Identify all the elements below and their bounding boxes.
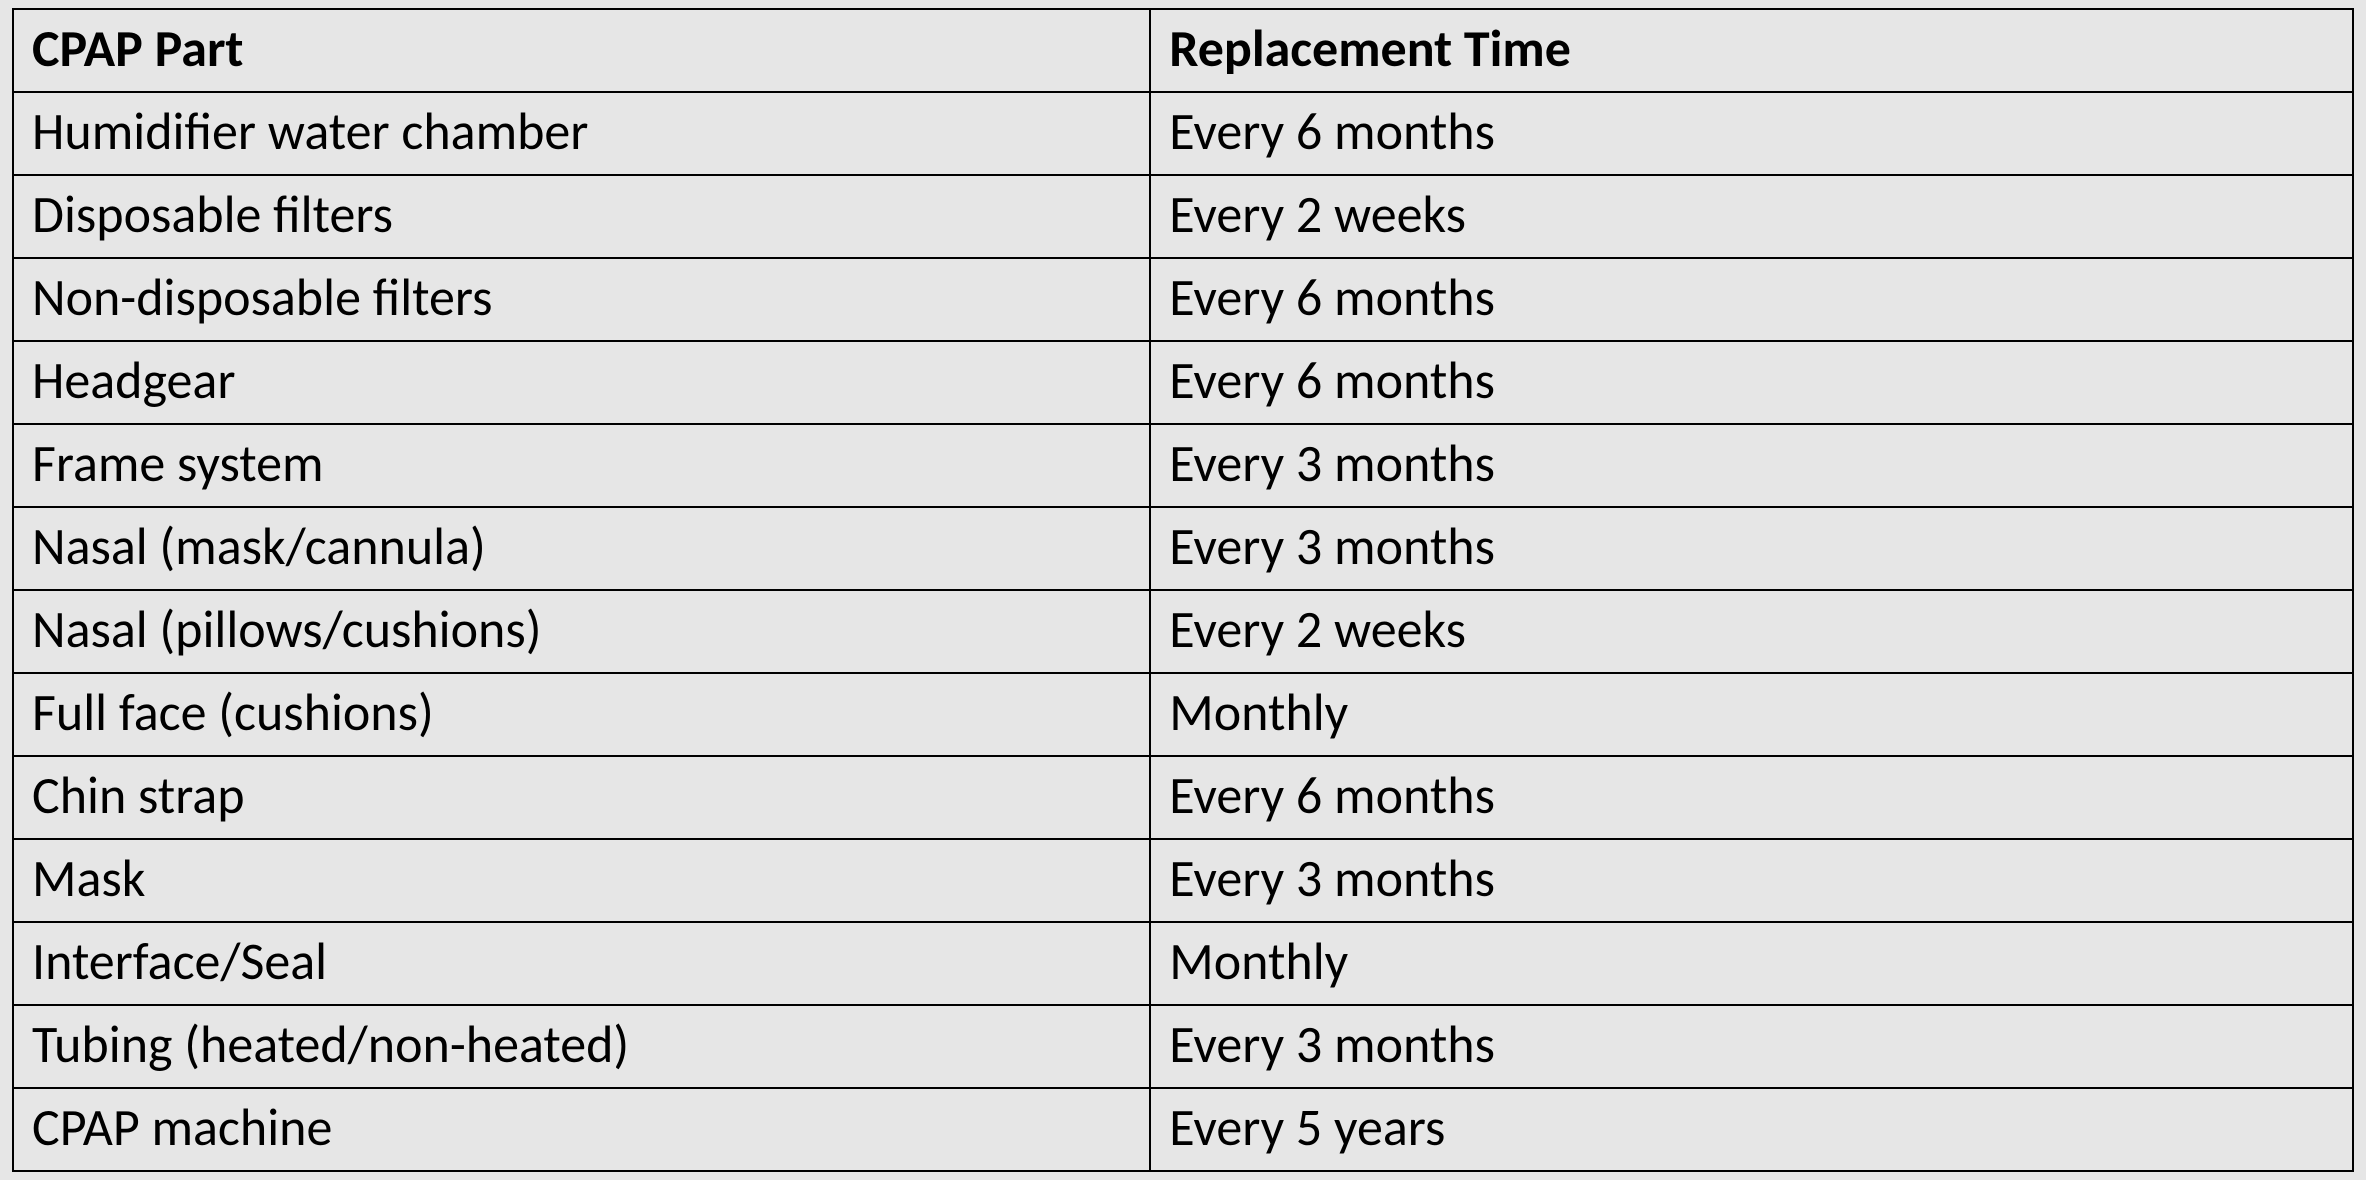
table-row: Nasal (pillows/cushions) Every 2 weeks <box>13 590 2353 673</box>
cell-time: Every 6 months <box>1150 341 2353 424</box>
table-row: Non-disposable filters Every 6 months <box>13 258 2353 341</box>
cell-part: Mask <box>13 839 1150 922</box>
table-row: Chin strap Every 6 months <box>13 756 2353 839</box>
table-row: Tubing (heated/non-heated) Every 3 month… <box>13 1005 2353 1088</box>
cell-time: Every 3 months <box>1150 839 2353 922</box>
table-row: Disposable filters Every 2 weeks <box>13 175 2353 258</box>
column-header-time: Replacement Time <box>1150 9 2353 92</box>
cell-time: Every 3 months <box>1150 424 2353 507</box>
cell-part: Frame system <box>13 424 1150 507</box>
cpap-replacement-table: CPAP Part Replacement Time Humidifier wa… <box>12 8 2354 1172</box>
cell-part: Tubing (heated/non-heated) <box>13 1005 1150 1088</box>
table-row: CPAP machine Every 5 years <box>13 1088 2353 1171</box>
cell-part: Humidifier water chamber <box>13 92 1150 175</box>
cell-time: Every 3 months <box>1150 507 2353 590</box>
table-header-row: CPAP Part Replacement Time <box>13 9 2353 92</box>
cell-time: Every 6 months <box>1150 92 2353 175</box>
cell-part: CPAP machine <box>13 1088 1150 1171</box>
cell-time: Every 2 weeks <box>1150 590 2353 673</box>
cell-part: Full face (cushions) <box>13 673 1150 756</box>
cell-time: Every 6 months <box>1150 258 2353 341</box>
cell-part: Nasal (mask/cannula) <box>13 507 1150 590</box>
table-container: CPAP Part Replacement Time Humidifier wa… <box>0 0 2366 1180</box>
table-row: Full face (cushions) Monthly <box>13 673 2353 756</box>
cell-part: Interface/Seal <box>13 922 1150 1005</box>
cell-time: Monthly <box>1150 922 2353 1005</box>
table-row: Humidifier water chamber Every 6 months <box>13 92 2353 175</box>
cell-time: Every 3 months <box>1150 1005 2353 1088</box>
cell-part: Nasal (pillows/cushions) <box>13 590 1150 673</box>
cell-time: Every 2 weeks <box>1150 175 2353 258</box>
table-row: Headgear Every 6 months <box>13 341 2353 424</box>
table-row: Frame system Every 3 months <box>13 424 2353 507</box>
table-row: Nasal (mask/cannula) Every 3 months <box>13 507 2353 590</box>
cell-part: Chin strap <box>13 756 1150 839</box>
cell-part: Headgear <box>13 341 1150 424</box>
cell-time: Every 5 years <box>1150 1088 2353 1171</box>
cell-part: Disposable filters <box>13 175 1150 258</box>
cell-time: Every 6 months <box>1150 756 2353 839</box>
column-header-part: CPAP Part <box>13 9 1150 92</box>
cell-time: Monthly <box>1150 673 2353 756</box>
cell-part: Non-disposable filters <box>13 258 1150 341</box>
table-row: Interface/Seal Monthly <box>13 922 2353 1005</box>
table-row: Mask Every 3 months <box>13 839 2353 922</box>
